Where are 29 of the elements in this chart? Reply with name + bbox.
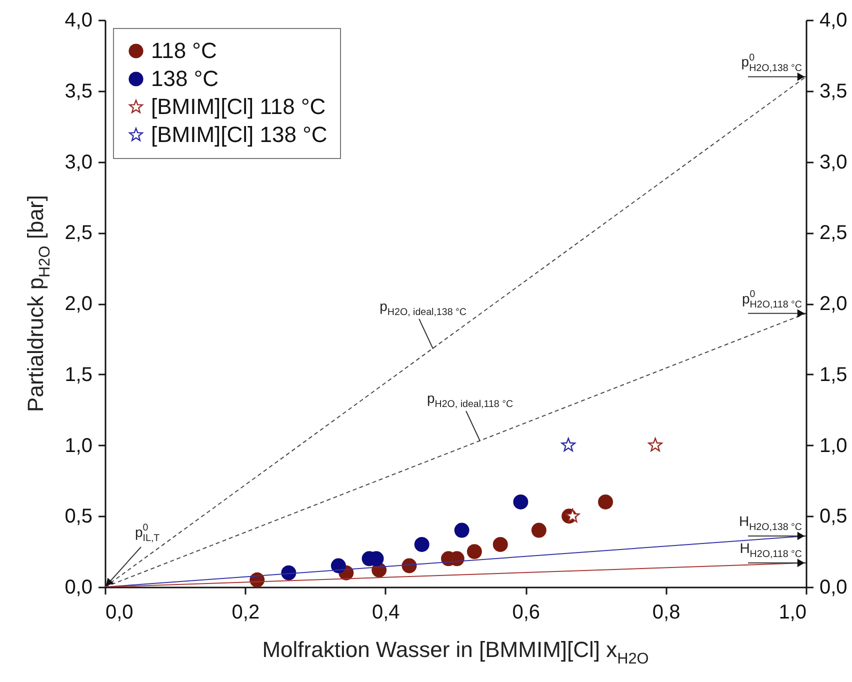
x-tick-label: 0,4 [372, 602, 400, 624]
y-tick-label: 3,5 [64, 80, 92, 102]
x-tick-label: 0,6 [512, 602, 540, 624]
y-tick-label: 0,0 [64, 576, 92, 598]
x-tick-label: 0,2 [232, 602, 260, 624]
y2-tick-label: 0,0 [820, 576, 848, 598]
y2-tick-label: 3,5 [820, 80, 848, 102]
y2-tick-label: 1,5 [820, 364, 848, 386]
y-tick-label: 3,0 [64, 151, 92, 174]
y-tick-label: 2,5 [64, 222, 92, 244]
y2-tick-label: 4,0 [820, 10, 848, 32]
y2-tick-label: 0,5 [820, 506, 848, 528]
x-tick-label: 0,8 [652, 602, 680, 624]
legend-label: [BMIM][Cl] 118 °C [151, 94, 326, 119]
y-tick-label: 4,0 [64, 10, 92, 32]
legend-label: 138 °C [151, 66, 219, 91]
x-tick-label: 0,0 [106, 602, 134, 624]
y-tick-label: 0,5 [64, 506, 92, 528]
y2-tick-label: 1,0 [820, 434, 848, 457]
y-axis-title: Partialdruck pH2O [bar] [23, 195, 54, 412]
legend-label: [BMIM][Cl] 138 °C [151, 122, 328, 147]
y-tick-label: 1,0 [64, 434, 92, 457]
y2-tick-label: 2,0 [820, 293, 848, 315]
legend-label: 118 °C [151, 38, 217, 63]
y-tick-label: 2,0 [64, 293, 92, 315]
y-tick-label: 1,5 [64, 364, 92, 386]
x-tick-label: 1,0 [778, 602, 806, 624]
y2-tick-label: 2,5 [820, 222, 848, 244]
y2-tick-label: 3,0 [820, 151, 848, 174]
